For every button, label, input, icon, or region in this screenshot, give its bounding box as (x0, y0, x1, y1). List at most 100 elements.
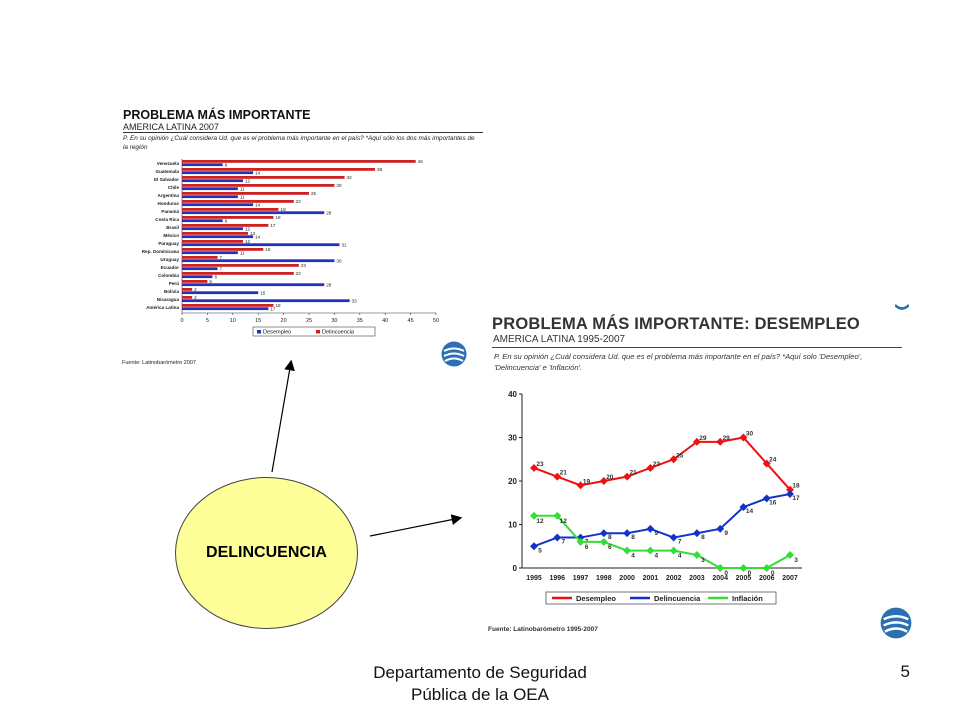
line-y-tick-label: 30 (508, 434, 517, 443)
bar-desempleo (182, 187, 238, 191)
oval-label: DELINCUENCIA (206, 544, 327, 561)
bar-delincuencia-label: 46 (418, 159, 424, 164)
line-point (716, 524, 725, 533)
bar-x-tick-label: 20 (281, 318, 287, 324)
line-data-label: 0 (748, 570, 752, 577)
bar-x-tick-label: 35 (357, 318, 363, 324)
bar-desempleo (182, 195, 238, 199)
line-data-label: 8 (608, 534, 612, 541)
bar-delincuencia (182, 200, 294, 203)
line-data-label: 17 (792, 495, 800, 502)
bar-delincuencia (182, 184, 335, 187)
bar-x-tick-label: 15 (255, 318, 261, 324)
bar-category-label: Uruguay (160, 257, 179, 262)
line-x-tick-label: 1997 (573, 575, 589, 582)
bar-delincuencia-label: 18 (275, 303, 281, 308)
bar-delincuencia (182, 208, 279, 211)
bar-x-tick-label: 50 (433, 318, 439, 324)
bar-delincuencia (182, 216, 274, 219)
line-y-tick-label: 10 (508, 521, 517, 530)
bar-delincuencia (182, 280, 208, 283)
line-chart-rule (492, 347, 902, 348)
bar-category-label: Venezuela (157, 161, 180, 166)
bar-chart-panel: PROBLEMA MÁS IMPORTANTE AMERICA LATINA 2… (118, 105, 483, 375)
line-x-tick-label: 2004 (712, 575, 728, 582)
bar-desempleo-label: 7 (220, 266, 223, 271)
line-data-label: 5 (538, 547, 542, 554)
bar-delincuencia (182, 288, 193, 291)
bar-desempleo-label: 17 (270, 306, 276, 311)
line-data-label: 3 (701, 557, 705, 564)
line-data-label: 30 (746, 431, 754, 438)
bar-desempleo-label: 28 (326, 282, 332, 287)
line-x-tick-label: 2007 (782, 575, 798, 582)
bar-delincuencia (182, 304, 274, 307)
bar-delincuencia-label: 38 (377, 167, 383, 172)
line-data-label: 4 (655, 553, 659, 560)
bar-category-label: América Latina (146, 305, 179, 310)
bar-delincuencia-label: 19 (281, 207, 287, 212)
line-data-label: 12 (536, 518, 544, 525)
bar-desempleo-label: 12 (245, 178, 251, 183)
line-point (669, 533, 678, 542)
bar-x-tick-label: 30 (331, 318, 337, 324)
line-data-label: 0 (771, 570, 775, 577)
bar-desempleo (182, 299, 350, 303)
bar-delincuencia-label: 2 (194, 295, 197, 300)
line-data-label: 7 (561, 539, 565, 546)
bar-delincuencia-label: 13 (250, 231, 256, 236)
bar-desempleo (182, 163, 223, 167)
bar-desempleo-label: 28 (326, 210, 332, 215)
latinobarometro-logo-icon (895, 304, 909, 310)
bar-desempleo-label: 15 (260, 290, 266, 295)
bar-desempleo (182, 211, 325, 215)
arrow-to-bar-chart (271, 359, 295, 473)
bar-x-tick-label: 0 (180, 318, 183, 324)
bar-delincuencia-label: 18 (275, 215, 281, 220)
bar-delincuencia (182, 224, 269, 227)
bar-desempleo-label: 14 (255, 170, 261, 175)
bar-category-label: Chile (168, 185, 180, 190)
bar-desempleo-label: 33 (352, 298, 358, 303)
bar-chart-source: Fuente: Latinobarómetro 2007 (122, 360, 196, 366)
bar-delincuencia-label: 23 (301, 263, 307, 268)
latinobarometro-logo-icon (441, 341, 467, 367)
line-data-label: 21 (560, 470, 568, 477)
line-data-label: 25 (676, 452, 684, 459)
line-point (623, 529, 632, 538)
bar-chart-question: P. En su opinión ¿Cuál considera Ud. que… (123, 135, 475, 151)
line-data-label: 23 (653, 461, 661, 468)
line-x-tick-label: 2001 (643, 575, 659, 582)
bar-desempleo (182, 171, 254, 175)
bar-category-label: Rep. Dominicana (142, 249, 180, 254)
footer-line-1: Departamento de Seguridad (373, 663, 587, 682)
line-legend-label: Inflación (732, 594, 763, 603)
line-chart-subtitle: AMERICA LATINA 1995-2007 (493, 334, 626, 345)
bar-delincuencia-label: 17 (270, 223, 276, 228)
line-point (623, 472, 632, 481)
footer-text: Departamento de Seguridad Pública de la … (340, 662, 620, 706)
bar-category-label: Colombia (158, 273, 179, 278)
line-legend-label: Desempleo (576, 594, 616, 603)
bar-x-tick-label: 25 (306, 318, 312, 324)
line-data-label: 4 (678, 553, 682, 560)
line-data-label: 7 (678, 539, 682, 546)
line-chart-question: P. En su opinión ¿Cuál considera Ud. que… (494, 352, 863, 372)
bar-desempleo-label: 14 (255, 202, 261, 207)
line-data-label: 14 (746, 508, 754, 515)
bar-delincuencia (182, 272, 294, 275)
line-data-label: 18 (792, 483, 800, 490)
line-data-label: 6 (608, 544, 612, 551)
bar-delincuencia-label: 25 (311, 191, 317, 196)
line-point (669, 455, 678, 464)
line-data-label: 9 (724, 530, 728, 537)
bar-x-tick-label: 45 (408, 318, 414, 324)
line-x-tick-label: 1996 (549, 575, 565, 582)
bar-legend-desempleo-label: Desempleo (263, 330, 291, 336)
bar-x-tick-label: 40 (382, 318, 388, 324)
bar-category-label: México (163, 233, 179, 238)
line-point (669, 546, 678, 555)
bar-desempleo (182, 267, 218, 271)
bar-desempleo-label: 11 (240, 186, 245, 191)
